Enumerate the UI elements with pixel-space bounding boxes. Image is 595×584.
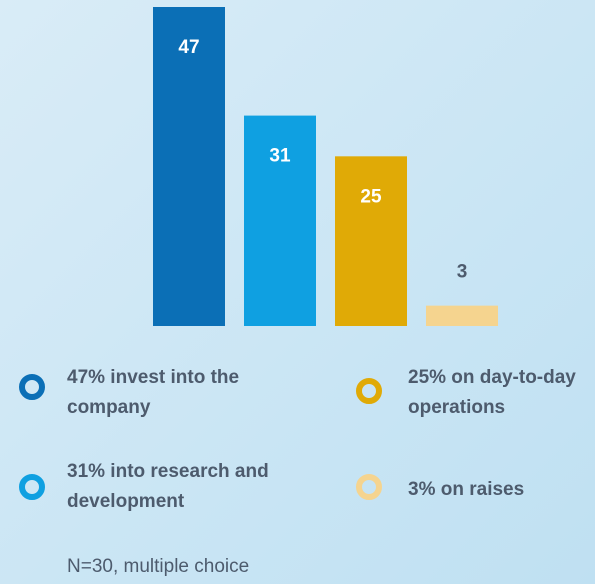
value-label: 47 [178,37,199,58]
value-label: 25 [360,186,382,207]
legend-item: 3% on raises [408,475,593,505]
legend-label: 25% on day-to-day operations [408,367,576,418]
bar [153,7,225,326]
bar [426,305,498,326]
legend-marker [356,474,382,500]
legend-marker [19,374,45,400]
legend-label: 47% invest into the company [67,367,240,418]
chart: 47 31 25 3 [153,7,498,327]
bar [244,115,316,327]
bar [335,156,407,326]
legend-marker [19,474,45,500]
value-label: 3 [457,262,468,283]
legend-item: 25% on day-to-day operations [408,363,593,423]
legend-item: 31% into research and development [67,457,342,517]
legend-item: 47% invest into the company [67,363,312,423]
legend-label: 3% on raises [408,479,525,500]
legend-marker [356,378,382,404]
legend-label: 31% into research and development [67,461,269,512]
footnote: N=30, multiple choice [67,556,250,577]
value-label: 31 [269,146,291,167]
